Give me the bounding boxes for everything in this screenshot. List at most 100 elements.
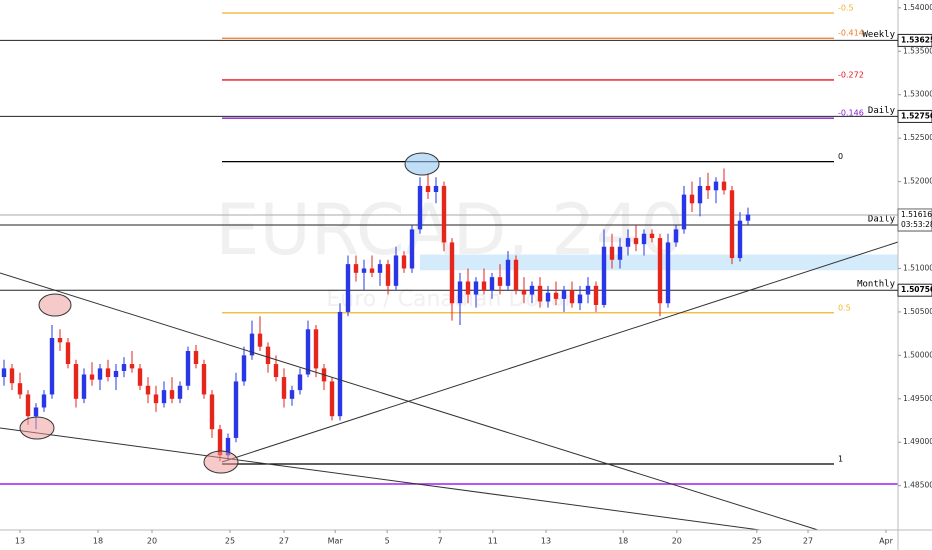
candle-body xyxy=(273,364,279,378)
candle-body xyxy=(633,238,639,245)
x-tick-label: 13 xyxy=(541,537,551,546)
x-tick-label: 7 xyxy=(437,537,442,546)
candle-body xyxy=(169,390,175,399)
candle-body xyxy=(137,368,143,386)
candle-body xyxy=(89,374,95,380)
candle-body xyxy=(529,285,535,295)
candle-body xyxy=(201,364,207,395)
candle-body xyxy=(601,246,607,305)
price-box-label: 1.50750 xyxy=(901,285,932,294)
fib-label: -0.5 xyxy=(838,4,854,13)
candle-body xyxy=(153,394,159,404)
candle-body xyxy=(545,292,551,302)
candle-body xyxy=(449,242,455,304)
candle-body xyxy=(9,368,15,384)
x-tick-label: 18 xyxy=(93,537,103,546)
candle-body xyxy=(297,374,303,391)
candle-body xyxy=(521,290,527,295)
x-tick-label: 18 xyxy=(618,537,628,546)
price-box xyxy=(897,33,932,47)
candle-body xyxy=(433,185,439,193)
candle-body xyxy=(705,185,711,191)
candle-body xyxy=(193,351,199,365)
candle-body xyxy=(505,259,511,286)
fib-label: 0.5 xyxy=(838,303,851,312)
candle-body xyxy=(577,294,583,304)
candle-body xyxy=(329,381,335,417)
candle-body xyxy=(593,285,599,305)
x-tick-label: 27 xyxy=(279,537,289,546)
candle-body xyxy=(673,229,679,243)
candle-body xyxy=(57,337,63,343)
candle-body xyxy=(49,337,55,395)
candle-body xyxy=(105,368,111,378)
y-tick-label: 1.53000 xyxy=(903,90,932,99)
candle-body xyxy=(129,364,135,369)
candle-body xyxy=(689,194,695,204)
candle-body xyxy=(569,290,575,304)
candle-body xyxy=(497,277,503,286)
candle-body xyxy=(313,329,319,369)
candle-body xyxy=(81,374,87,399)
candle-body xyxy=(489,277,495,291)
candle-body xyxy=(697,185,703,204)
candle-body xyxy=(289,390,295,399)
x-tick-label: 5 xyxy=(385,537,390,546)
candle-body xyxy=(281,377,287,399)
candle-body xyxy=(161,390,167,404)
highlight xyxy=(404,152,440,176)
candle-body xyxy=(177,385,183,399)
candle-body xyxy=(185,351,191,386)
candle-body xyxy=(617,246,623,260)
candle-body xyxy=(217,429,223,456)
price-box xyxy=(897,283,932,297)
candle-body xyxy=(665,242,671,304)
candle-body xyxy=(305,329,311,375)
candle-body xyxy=(737,220,743,259)
candle-body xyxy=(473,281,479,295)
candle-body xyxy=(745,214,751,221)
candle-body xyxy=(65,342,71,365)
candle-body xyxy=(657,238,663,304)
candle-body xyxy=(561,290,567,299)
last-price-box xyxy=(897,208,932,232)
x-tick-label: Apr xyxy=(879,537,894,546)
last-price-label: 1.51616 xyxy=(901,210,932,219)
candle-body xyxy=(225,437,231,456)
candle-body xyxy=(369,268,375,273)
candle-body xyxy=(537,285,543,302)
x-tick-label: 25 xyxy=(752,537,762,546)
candle-body xyxy=(337,311,343,417)
candle-body xyxy=(721,181,727,191)
candle-body xyxy=(241,355,247,382)
drawings xyxy=(0,152,899,531)
y-tick-label: 1.54000 xyxy=(903,3,932,12)
x-tick-label: 20 xyxy=(147,537,157,546)
highlight xyxy=(19,416,55,440)
candle-body xyxy=(377,264,383,273)
candle-body xyxy=(361,268,367,273)
price-box xyxy=(897,109,932,123)
candle-body xyxy=(401,255,407,269)
y-tick-label: 1.49500 xyxy=(903,394,932,403)
candle-body xyxy=(457,281,463,304)
candle-body xyxy=(513,259,519,291)
price-box-label: 1.53625 xyxy=(901,35,932,44)
candle-body xyxy=(465,281,471,295)
candle-body xyxy=(17,383,23,395)
candle-body xyxy=(393,255,399,286)
axes: 1.54000 1.53500 1.53000 1.52500 1.52000 1.510… xyxy=(15,3,932,546)
x-tick-label: 27 xyxy=(803,537,813,546)
candle-body xyxy=(625,238,631,247)
candle-body xyxy=(641,233,647,245)
candle-body xyxy=(209,394,215,430)
fib-label: -0.414 xyxy=(838,29,864,38)
trend-line xyxy=(0,427,761,531)
y-tick-label: 1.52000 xyxy=(903,177,932,186)
y-tick-label: 1.52500 xyxy=(903,133,932,142)
candle-body xyxy=(729,190,735,259)
candle-body xyxy=(553,292,559,299)
x-tick-label: 13 xyxy=(15,537,25,546)
